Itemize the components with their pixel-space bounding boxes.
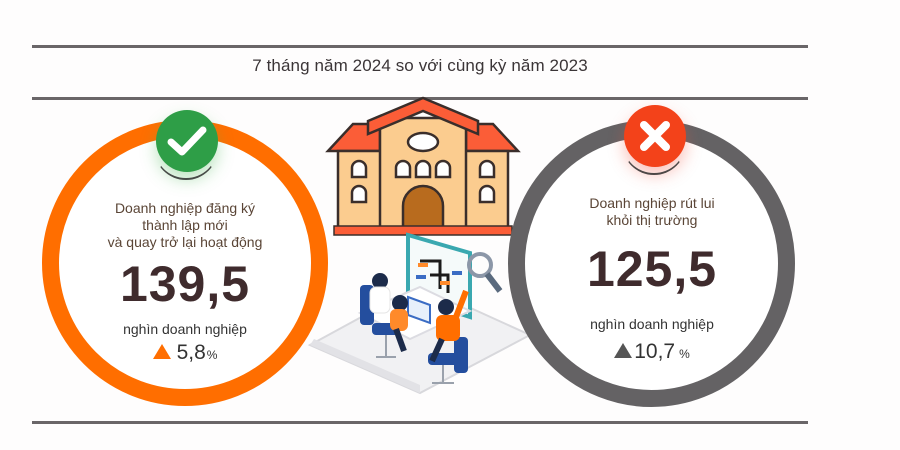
new-enterprises-value: 139,5	[119, 256, 251, 312]
check-icon	[167, 126, 207, 156]
comparison-subtitle: 7 tháng năm 2024 so với cùng kỳ năm 2023	[252, 56, 588, 75]
cross-badge	[622, 105, 686, 175]
new-enterprises-unit: nghìn doanh nghiệp	[123, 321, 247, 337]
check-badge	[154, 110, 218, 180]
team-meeting-illustration	[307, 232, 533, 395]
exited-enterprises-label: Doanh nghiệp rút lui khỏi thị trường	[527, 195, 777, 229]
change-unit: %	[679, 347, 690, 361]
up-triangle-icon	[614, 343, 633, 358]
up-triangle-icon	[152, 344, 171, 359]
change-unit: %	[206, 348, 218, 362]
top-divider	[32, 45, 808, 48]
new-enterprises-change: 5,8%	[60, 341, 310, 365]
bottom-divider	[32, 421, 808, 424]
exited-enterprises-unit: nghìn doanh nghiệp	[590, 316, 714, 332]
exited-enterprises-panel: Doanh nghiệp rút lui khỏi thị trường 125…	[527, 195, 777, 364]
new-enterprises-panel: Doanh nghiệp đăng ký thành lập mới và qu…	[60, 200, 310, 365]
label-line: thành lập mới	[142, 217, 228, 233]
building-icon	[325, 96, 521, 236]
new-enterprises-label: Doanh nghiệp đăng ký thành lập mới và qu…	[60, 200, 310, 251]
label-line: Doanh nghiệp rút lui	[589, 195, 715, 211]
change-value: 10,7	[634, 340, 676, 363]
exited-enterprises-change: 10,7%	[527, 340, 777, 364]
change-value: 5,8	[176, 341, 206, 364]
cross-icon	[640, 121, 670, 151]
exited-enterprises-value: 125,5	[586, 241, 718, 297]
label-line: và quay trở lại hoạt động	[107, 234, 263, 250]
label-line: Doanh nghiệp đăng ký	[114, 200, 256, 216]
label-line: khỏi thị trường	[606, 212, 698, 228]
